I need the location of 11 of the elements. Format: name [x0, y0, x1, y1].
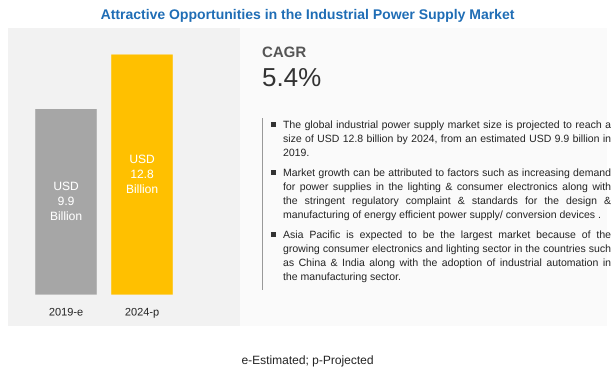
text: CAGR — [262, 44, 306, 61]
data-label: USD 12.8 Billion — [126, 152, 158, 196]
data-label: USD 9.9 Billion — [50, 179, 82, 224]
text: Asia Pacific is expected to be the largest market because of the growing consumer electronics and lighting sector in the countries such as China & India along with the adoption of industrial automation in the manufacturing sector. — [282, 228, 611, 284]
text: e-Estimated; p-Projected — [240, 353, 375, 367]
text: The global industrial power supply market size is projected to reach a size of USD 12.8 billion by 2024, from an estimated USD 9.9 billion in 2019. — [282, 118, 611, 160]
text: 5.4% — [262, 62, 322, 93]
x-tick-label: 2024-p — [124, 306, 160, 318]
text: Market growth can be attributed to factors such as increasing demand for power supplies in the lighting & consumer electronics along with the stringent regulatory complaint & standards for the design & manufacturing of energy efficient power supply/ conversion devices . — [282, 166, 611, 222]
x-tick-label: 2019-e — [48, 306, 84, 318]
text: Attractive Opportunities in the Industrial Power Supply Market — [100, 6, 516, 22]
